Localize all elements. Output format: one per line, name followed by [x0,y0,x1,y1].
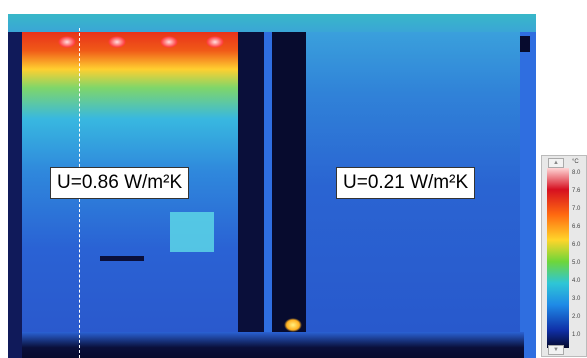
hot-spot [58,36,76,48]
dark-mark [100,256,144,261]
scale-tick: 6.6 [572,224,581,230]
hot-spot [108,36,126,48]
scale-tick: 2.0 [572,314,581,320]
scale-tick: 4.0 [572,278,581,284]
top-band [8,14,536,32]
u-value-label-right: U=0.21 W/m²K [336,167,476,199]
scale-unit: °C [572,159,579,165]
scale-tick: 7.6 [572,188,581,194]
color-scale-bar [547,168,569,348]
scale-tick: 8.0 [572,170,581,176]
chevron-up-icon[interactable]: ▲ [548,158,564,168]
mullion-light-strip [264,32,272,358]
cool-patch [170,212,214,252]
left-frame [8,32,22,358]
mullion-warm-spot [284,318,302,332]
mullion-dark-left [238,32,264,358]
scale-tick: 5.0 [572,260,581,266]
u-value-label-left: U=0.86 W/m²K [50,167,190,199]
scale-tick: 3.0 [572,296,581,302]
scale-tick: 6.0 [572,242,581,248]
bottom-sill [22,332,524,358]
scale-tick: 1.0 [572,332,581,338]
temperature-scale: ▲ °C 8.0 7.6 7.0 6.6 6.0 5.0 4.0 3.0 2.0… [541,155,587,357]
hot-spot [160,36,178,48]
mullion-dark-right [272,32,306,358]
chevron-down-icon[interactable]: ▼ [548,345,564,355]
scale-tick: 7.0 [572,206,581,212]
right-frame [520,32,536,358]
hot-spot [206,36,224,48]
right-frame-dark-notch [520,36,530,52]
